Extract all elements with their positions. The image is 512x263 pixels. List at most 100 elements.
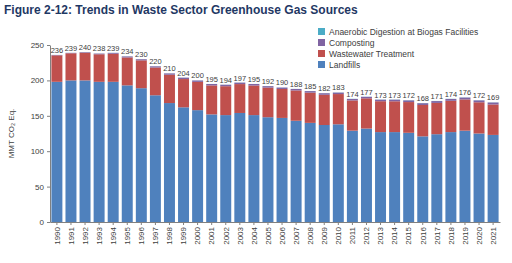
legend-item: Anaerobic Digestion at Biogas Facilities: [318, 27, 478, 37]
tick-mark: [155, 222, 156, 225]
total-label: 177: [360, 88, 373, 97]
total-label: 169: [487, 93, 500, 102]
bar-segment: [234, 84, 245, 113]
series: [51, 52, 498, 105]
bar-segment: [445, 101, 456, 132]
bar-segment: [474, 100, 485, 102]
bar-segment: [94, 82, 105, 222]
tick: 2016: [419, 222, 428, 245]
legend-item: Landfills: [318, 60, 360, 70]
bar-segment: [375, 100, 386, 102]
tick-mark: [47, 45, 50, 46]
tick-label: 1999: [179, 226, 188, 244]
total-label: 197: [234, 74, 247, 83]
tick-mark: [380, 222, 381, 225]
bar-segment: [305, 123, 316, 222]
bar-segment: [150, 66, 161, 67]
total-label: 176: [459, 88, 472, 97]
tick-label: 2009: [320, 226, 329, 244]
bar-segment: [417, 105, 428, 136]
bar-segment: [305, 93, 316, 123]
tick: 2020: [475, 222, 484, 245]
legend-label: Anaerobic Digestion at Biogas Facilities: [329, 27, 478, 37]
tick: 1992: [81, 222, 90, 245]
tick-label: 2008: [306, 226, 315, 244]
tick: 1990: [53, 222, 62, 245]
tick: 1999: [179, 222, 188, 245]
total-label: 168: [416, 94, 429, 103]
tick-mark: [47, 80, 50, 81]
tick: 2002: [222, 222, 231, 245]
tick: 2000: [193, 222, 202, 245]
tick: 2010: [334, 222, 343, 245]
total-label: 194: [219, 76, 232, 85]
tick-label: 2018: [447, 226, 456, 244]
total-label: 200: [191, 71, 204, 80]
tick: 2006: [278, 222, 287, 245]
tick: 2011: [348, 222, 357, 244]
tick-mark: [197, 222, 198, 225]
series: [51, 80, 498, 222]
tick: 2003: [236, 222, 245, 245]
tick: 1994: [109, 222, 118, 245]
bar-segment: [192, 80, 203, 81]
total-label: 230: [135, 50, 148, 59]
bar-segment: [248, 84, 259, 85]
bar-segment: [248, 115, 259, 222]
tick-mark: [211, 222, 212, 225]
bar-segment: [389, 101, 400, 132]
tick: 2007: [292, 222, 301, 245]
bar-segment: [319, 95, 330, 125]
bar-segment: [361, 98, 372, 128]
tick: 2009: [320, 222, 329, 245]
tick-label: 50: [35, 183, 44, 192]
tick-mark: [47, 187, 50, 188]
tick-label: 2001: [207, 226, 216, 244]
bar-segment: [234, 113, 245, 222]
tick: 2021: [489, 222, 498, 245]
bar-segment: [80, 80, 91, 222]
tick-mark: [47, 222, 50, 223]
tick-mark: [267, 222, 268, 225]
tick: 2015: [404, 222, 413, 245]
total-label: 192: [262, 77, 275, 86]
bar-segment: [347, 131, 358, 222]
bar-segment: [333, 93, 344, 94]
tick: 2019: [461, 222, 470, 245]
bar-segment: [220, 115, 231, 222]
tick: 50: [35, 183, 50, 192]
legend-item: Wastewater Treatment: [318, 49, 415, 59]
bar-segment: [361, 97, 372, 98]
bar-segment: [488, 104, 499, 134]
bar-segment: [403, 100, 414, 102]
tick: 2012: [362, 222, 371, 245]
bar-segment: [291, 89, 302, 90]
bar-segment: [459, 98, 470, 100]
total-label: 172: [473, 91, 486, 100]
bar-segment: [417, 136, 428, 222]
tick: 100: [31, 147, 50, 156]
series: [51, 53, 498, 137]
tick-mark: [422, 222, 423, 225]
bars: [51, 52, 498, 222]
tick: 1996: [137, 222, 146, 245]
tick-mark: [408, 222, 409, 225]
tick: 2008: [306, 222, 315, 245]
total-label: 234: [121, 47, 134, 56]
tick-label: 2002: [222, 226, 231, 244]
tick-mark: [169, 222, 170, 225]
tick-label: 2019: [461, 226, 470, 244]
legend-swatch: [318, 39, 325, 46]
tick-label: 1990: [53, 226, 62, 244]
tick-mark: [464, 222, 465, 225]
x-axis: 1990199119921993199419951996199719981999…: [51, 222, 501, 245]
total-label: 240: [79, 43, 92, 52]
totals: 2362392402382392342302202102042001951941…: [51, 43, 500, 103]
tick-label: 2021: [489, 226, 498, 244]
total-label: 173: [388, 91, 401, 100]
tick-mark: [493, 222, 494, 225]
y-axis-title: MMT CO₂ Eq.: [7, 109, 16, 159]
tick-mark: [70, 222, 71, 225]
tick-label: 1994: [109, 226, 118, 244]
bar-segment: [220, 85, 231, 86]
